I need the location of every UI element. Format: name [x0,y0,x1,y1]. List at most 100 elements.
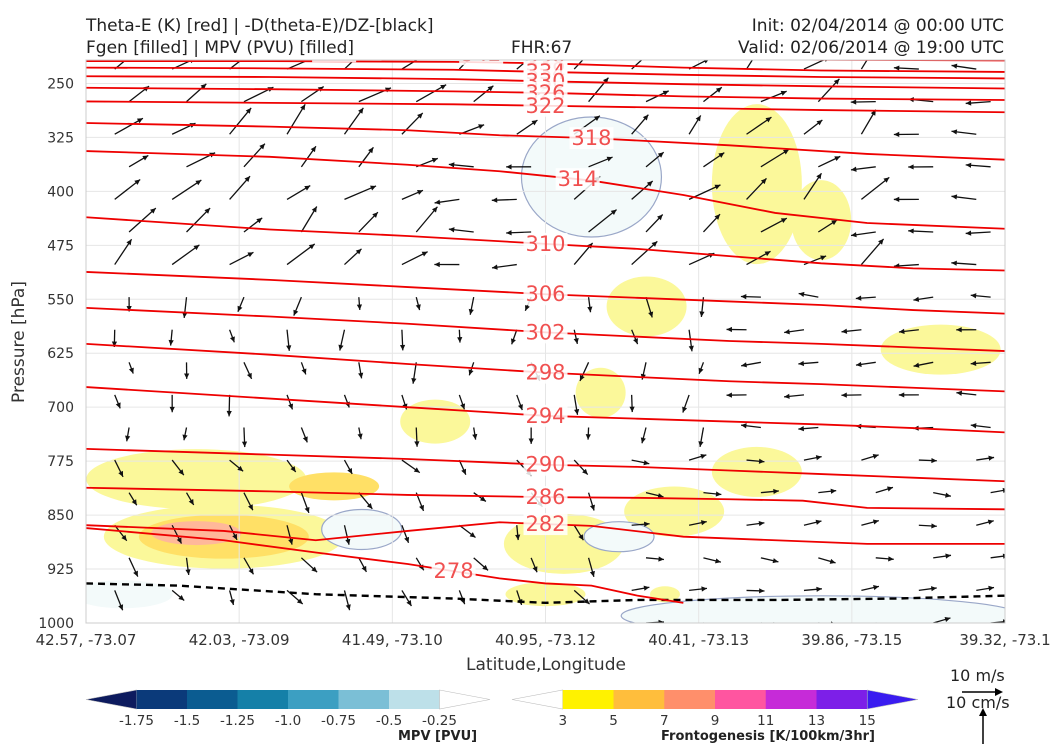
wind-vector-head [532,566,538,573]
wind-vector-head [457,337,463,343]
wind-vector-head [758,458,765,464]
theta-e-label-bg [569,127,614,150]
wind-vector-head [970,293,977,299]
wind-vector-head [741,362,747,368]
wind-vector-head [657,214,663,221]
wind-vector-head [302,436,308,443]
wind-vector-head [587,306,593,313]
wind-vector-head [647,50,653,56]
wind-vector [229,107,252,135]
wind-vector-head [248,568,254,575]
fgen-colorbar-segment [613,690,665,709]
wind-vector-head [399,344,406,351]
fgen-filled-region [880,324,1001,375]
wind-vector-head [888,556,894,562]
mpv-colorbar-tick-label: -0.25 [422,713,457,729]
wind-vector [114,60,127,70]
wind-vector-head [695,115,701,122]
wind-vector-head [136,118,143,124]
wind-vector [343,107,364,135]
wind-vector-head [133,570,138,577]
mpv-colorbar-tick-label: -1.75 [119,713,154,729]
wind-vector [286,60,310,70]
wind-vector-head [416,190,423,195]
x-tick-label: 42.03, -73.09 [189,631,290,649]
wind-vector-head [469,532,476,538]
wind-vector-head [850,99,857,105]
wind-vector-head [491,197,498,203]
wind-vector-head [434,199,441,205]
y-tick-label: 850 [47,508,74,524]
theta-e-label: 318 [571,126,611,150]
mpv-colorbar-segment [338,690,390,709]
wind-vector-head [241,441,248,448]
wind-vector-head [229,599,235,605]
wind-vector-head [195,180,202,186]
wind-vector-head [765,117,772,123]
wind-vector-head [573,337,579,344]
wind-vector-head [698,367,704,374]
fgen-colorbar-extend-left [511,689,564,710]
wind-vector-head [359,50,365,56]
wind-vector-head [118,604,124,611]
wind-vector-head [816,586,822,592]
theta-e-label: 290 [525,453,565,477]
wind-vector-head [1002,487,1005,494]
wind-vector-head [226,410,232,417]
wind-vector-head [528,438,534,444]
wind-vector-head [1002,619,1005,623]
x-tick-label: 39.32, -73.1 [959,631,1050,649]
y-tick-label: 325 [47,130,74,146]
wind-vector-head [798,360,804,367]
reference-vector-vertical-head [979,708,987,716]
wind-vector-head [816,173,822,180]
wind-vector-head [658,619,664,623]
wind-vector-head [248,504,253,511]
wind-vector-head [829,558,836,564]
mpv-colorbar-tick-label: -1.0 [275,713,301,729]
wind-vector-head [311,206,317,213]
wind-vector-head [415,304,421,311]
mpv-colorbar-title: MPV [PVU] [398,729,478,744]
wind-vector-head [726,326,732,333]
mpv-colorbar-segment [237,690,289,709]
wind-vector-head [585,51,591,57]
wind-vector-head [448,227,455,233]
wind-vector-head [872,519,879,525]
wind-vector-head [126,306,132,312]
fgen-filled-region [86,449,307,510]
wind-vector-head [515,534,521,541]
wind-vector [760,148,790,168]
wind-vector-head [841,392,847,398]
wind-vector-head [506,164,512,170]
theta-e-label: 286 [525,485,565,509]
wind-vector-head [784,393,790,399]
y-tick-label: 775 [47,454,74,470]
mpv-colorbar-tick-label: -0.5 [376,713,402,729]
theta-e-label-bg [523,453,568,476]
forecast-hour: FHR:67 [511,38,573,58]
theta-e-label: 302 [525,320,565,344]
y-tick-label: 250 [47,76,74,92]
wind-vector-head [372,212,378,218]
wind-vector-head [472,433,478,440]
fgen-colorbar-tick-label: 15 [859,713,876,729]
wind-vector-head [760,178,767,185]
wind-vector-head [128,367,134,374]
wind-vector-head [700,453,707,459]
wind-vector-head [883,177,890,183]
wind-vector-head [951,260,957,266]
theta-e-label: 342 [461,42,501,66]
wind-vector-head [288,403,294,410]
mpv-filled-region [620,595,1005,623]
fgen-colorbar-tick-label: 7 [660,713,669,729]
wind-vector-head [833,78,840,85]
wind-vector-head [491,264,498,270]
mpv-colorbar-tick-label: -1.25 [220,713,255,729]
wind-vector-head [510,338,516,345]
y-tick-label: 400 [47,184,74,200]
wind-vector-head [301,368,307,375]
theta-e-label-bg [523,283,568,306]
wind-vector-head [951,129,958,135]
wind-vector-head [815,455,822,461]
